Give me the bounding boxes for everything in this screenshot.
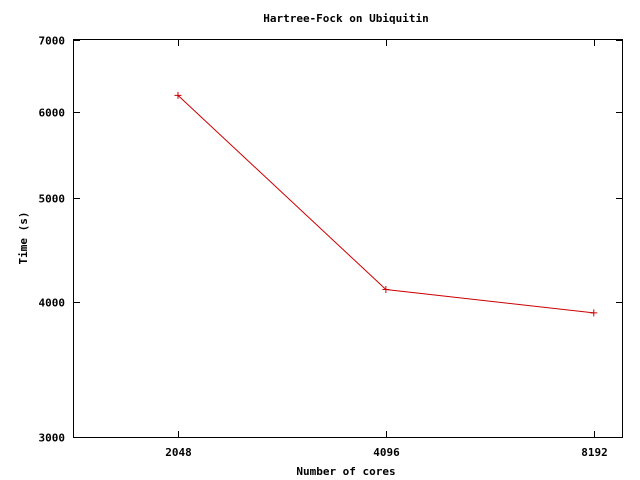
series-line [177, 95, 594, 314]
y-tick-label: 7000 [39, 35, 66, 48]
x-tick-label: 4096 [373, 446, 400, 459]
data-series [174, 91, 598, 317]
data-point-marker [590, 309, 598, 317]
x-tick-label: 8192 [581, 446, 608, 459]
y-tick-label: 3000 [39, 432, 66, 445]
axes: 3000 4000 5000 6000 7000 2048 4096 8192 [39, 35, 622, 459]
data-point-marker [382, 285, 390, 293]
y-axis-label: Time (s) [17, 212, 30, 265]
y-tick-label: 6000 [39, 107, 66, 120]
x-tick-label: 2048 [165, 446, 192, 459]
chart-title: Hartree-Fock on Ubiquitin [263, 12, 429, 25]
y-tick-label: 4000 [39, 297, 66, 310]
data-point-marker [174, 91, 182, 99]
x-axis-label: Number of cores [296, 465, 395, 478]
plot-area-border [73, 39, 623, 438]
y-tick-label: 5000 [39, 193, 66, 206]
